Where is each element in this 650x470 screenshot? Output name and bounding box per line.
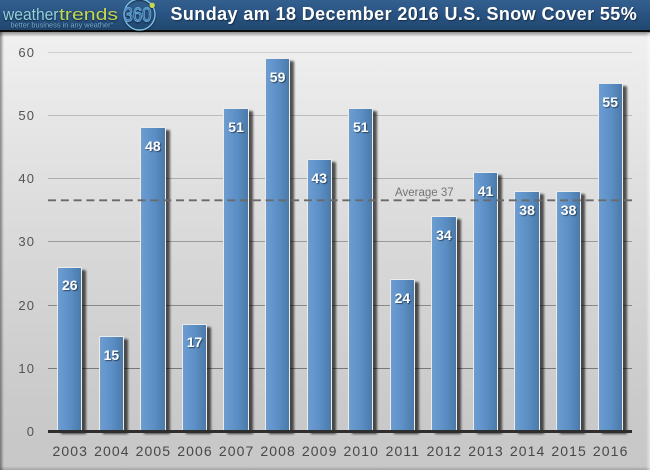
svg-text:better business in any weather: better business in any weather° <box>11 22 114 30</box>
svg-text:weather: weather <box>2 6 59 24</box>
svg-text:360: 360 <box>124 5 152 27</box>
svg-text:trends: trends <box>59 6 118 24</box>
